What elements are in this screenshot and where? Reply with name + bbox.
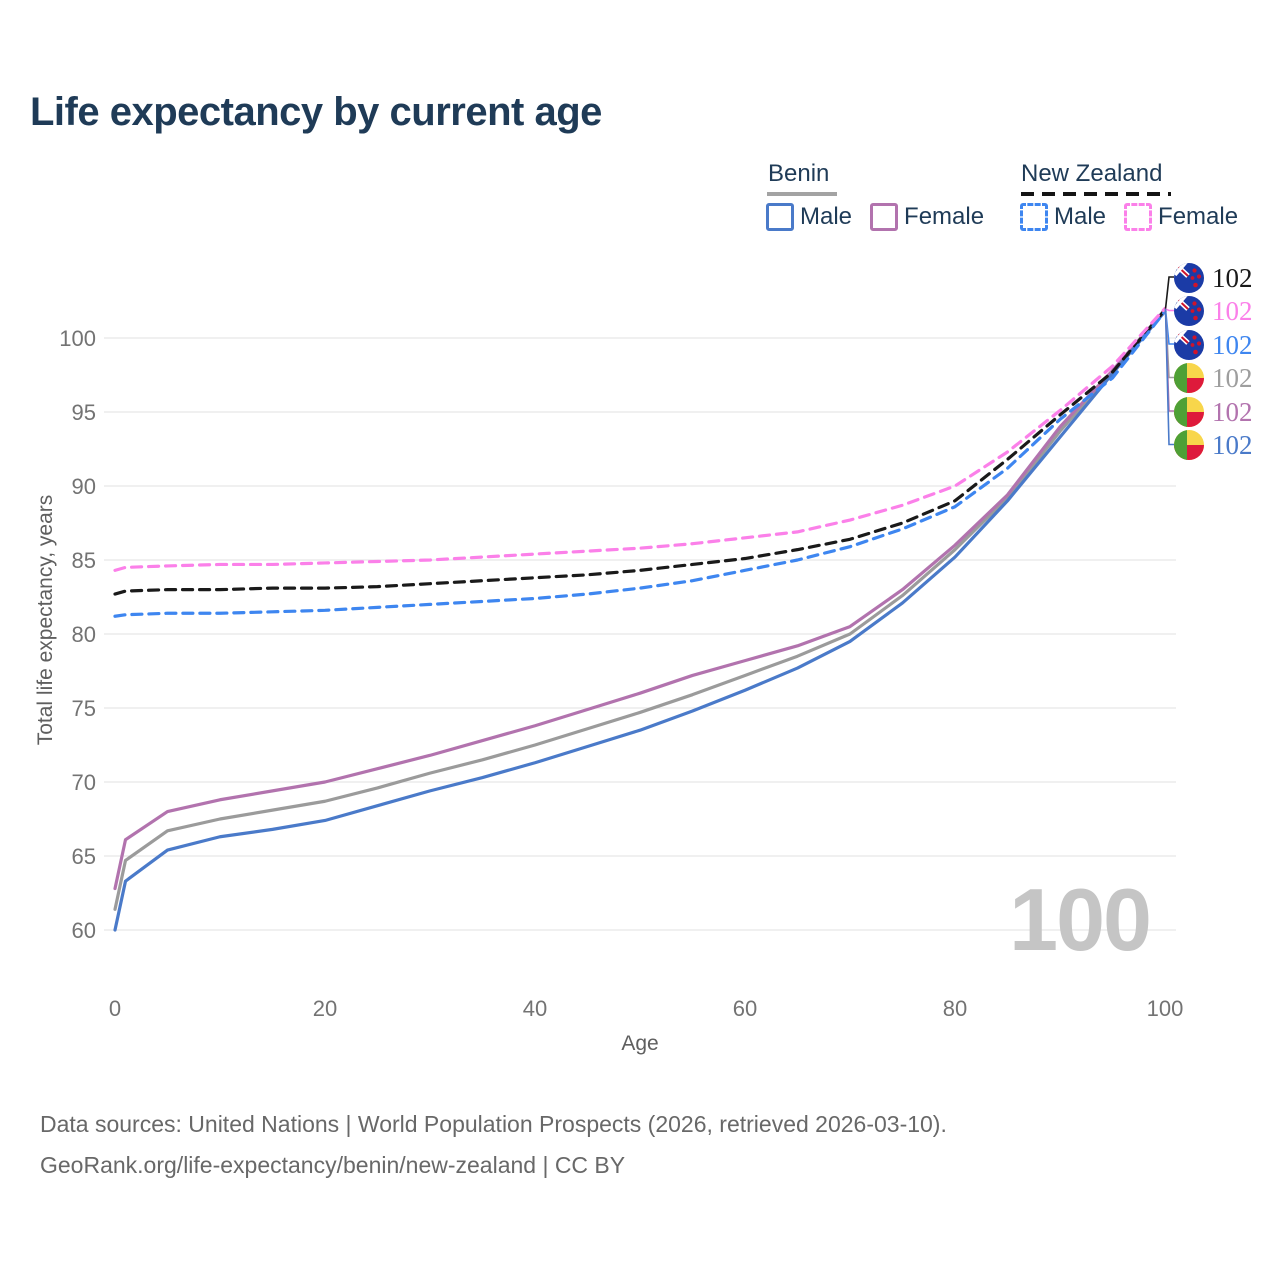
end-label-connector [1164, 276, 1174, 310]
benin-female-label: Female [904, 203, 985, 230]
end-label-benin-male: 102 [1174, 428, 1253, 461]
benin-female-checkbox[interactable] [870, 203, 899, 231]
series-line-new-zealand-average [113, 308, 1167, 596]
x-tick-label: 60 [733, 996, 757, 1021]
chart-title: Life expectancy by current age [30, 90, 602, 134]
series-line-benin-average [113, 308, 1167, 911]
benin-legend-items: Male Female [766, 203, 984, 231]
end-label-connector [1164, 308, 1174, 446]
benin-male-checkbox[interactable] [766, 203, 794, 231]
end-label-nz-male: 102 [1174, 328, 1253, 361]
y-tick-label: 65 [72, 844, 96, 869]
end-label-nz-average: 102 [1174, 261, 1253, 294]
end-label-value: 102 [1212, 362, 1253, 393]
end-label-value: 102 [1212, 396, 1253, 427]
y-tick-label: 95 [72, 400, 96, 425]
benin-solid-line-swatch [767, 192, 837, 196]
end-label-benin-average: 102 [1174, 361, 1253, 394]
series-line-new-zealand-female [113, 306, 1167, 572]
x-tick-label: 80 [943, 996, 967, 1021]
legend-item-nz-female[interactable]: Female [1124, 203, 1238, 231]
end-label-value: 102 [1212, 295, 1253, 326]
benin-flag-icon [1174, 429, 1204, 460]
y-tick-label: 80 [72, 622, 96, 647]
y-tick-label: 70 [72, 770, 96, 795]
y-tick-label: 100 [59, 326, 96, 351]
legend-item-nz-male[interactable]: Male [1020, 203, 1106, 231]
series-line-benin-male [113, 309, 1167, 932]
end-label-value: 102 [1212, 429, 1253, 460]
benin-flag-icon [1174, 362, 1204, 393]
x-tick-label: 20 [313, 996, 337, 1021]
new-zealand-legend-items: Male Female [1020, 203, 1238, 231]
legend-group-benin-label: Benin [768, 160, 830, 187]
end-label-nz-female: 102 [1174, 294, 1253, 327]
y-axis-title: Total life expectancy, years [34, 495, 57, 746]
nz-male-label: Male [1054, 203, 1107, 230]
y-tick-label: 85 [72, 548, 96, 573]
y-tick-label: 60 [72, 918, 96, 943]
end-label-connector [1165, 308, 1174, 312]
new-zealand-flag-icon [1174, 295, 1204, 326]
benin-male-label: Male [800, 203, 853, 230]
y-tick-label: 75 [72, 696, 96, 721]
end-label-value: 102 [1212, 262, 1253, 293]
attribution-line: GeoRank.org/life-expectancy/benin/new-ze… [40, 1152, 626, 1178]
x-tick-label: 100 [1147, 996, 1184, 1021]
x-tick-label: 40 [523, 996, 547, 1021]
y-tick-label: 90 [72, 474, 96, 499]
end-label-value: 102 [1212, 329, 1253, 360]
benin-flag-icon [1174, 396, 1204, 427]
new-zealand-dashed-line-swatch [1021, 192, 1171, 196]
x-tick-label: 0 [109, 996, 121, 1021]
legend-item-benin-female[interactable]: Female [870, 203, 984, 231]
nz-female-label: Female [1158, 203, 1239, 230]
nz-female-checkbox[interactable] [1124, 203, 1153, 231]
new-zealand-flag-icon [1174, 262, 1204, 293]
current-age-watermark: 100 [1009, 870, 1152, 969]
new-zealand-flag-icon [1174, 329, 1204, 360]
end-label-benin-female: 102 [1174, 395, 1253, 428]
data-sources-line: Data sources: United Nations | World Pop… [40, 1111, 947, 1137]
x-axis-title: Age [621, 1032, 658, 1055]
legend-group-new-zealand-label: New Zealand [1021, 160, 1163, 187]
nz-male-checkbox[interactable] [1020, 203, 1048, 231]
series-line-new-zealand-male [113, 309, 1167, 618]
series-line-benin-female [113, 308, 1167, 891]
footer: Data sources: United Nations | World Pop… [40, 1104, 947, 1186]
legend-item-benin-male[interactable]: Male [766, 203, 852, 231]
